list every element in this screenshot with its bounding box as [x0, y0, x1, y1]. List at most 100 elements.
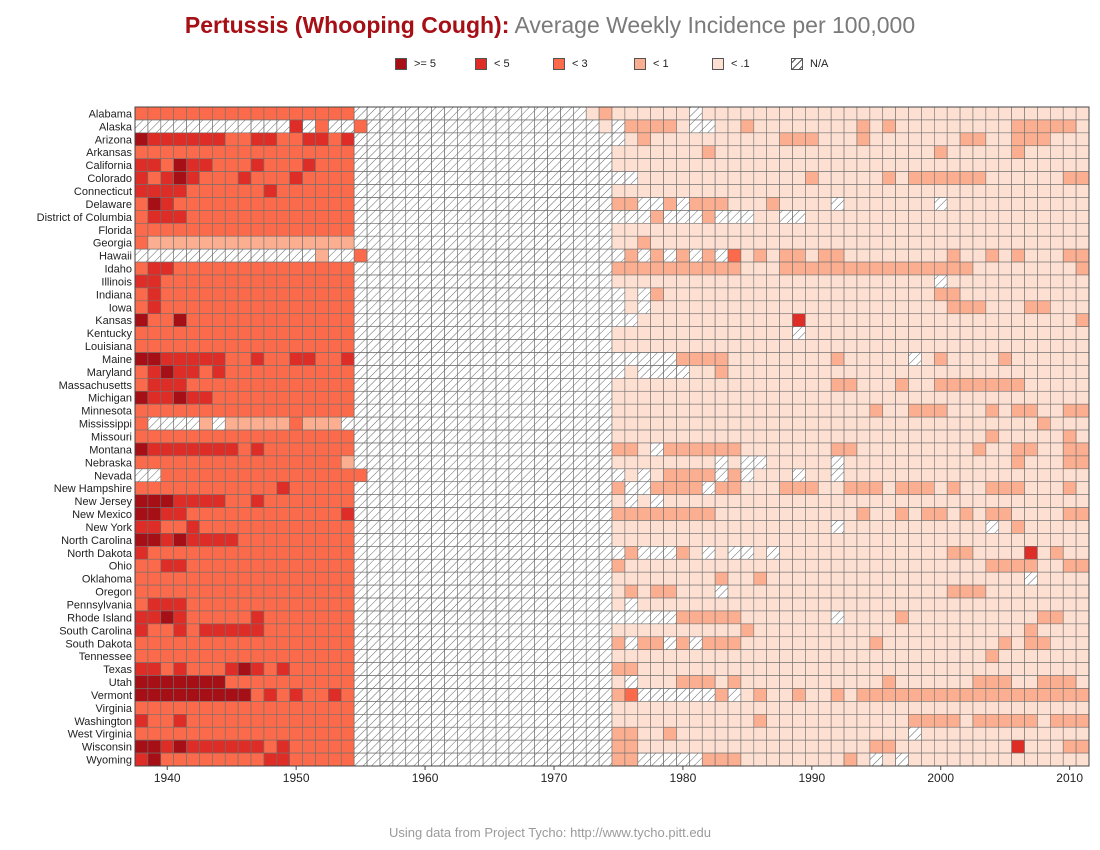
heatmap-cell — [469, 520, 484, 534]
heatmap-cell — [908, 274, 922, 289]
heatmap-cell — [650, 132, 664, 147]
heatmap-cell — [199, 701, 213, 715]
heatmap-cell — [1011, 416, 1025, 431]
heatmap-cell — [766, 442, 780, 457]
heatmap-cell — [147, 623, 162, 638]
heatmap-cell — [624, 662, 639, 676]
heatmap-cell — [199, 326, 213, 340]
heatmap-cell — [869, 403, 884, 418]
heatmap-cell — [792, 675, 806, 689]
heatmap-cell — [405, 649, 419, 663]
heatmap-cell — [817, 752, 832, 767]
heatmap-cell — [134, 507, 149, 521]
heatmap-cell — [212, 365, 226, 379]
heatmap-cell — [392, 571, 407, 586]
heatmap-cell — [1037, 701, 1051, 715]
heatmap-cell — [676, 675, 690, 689]
heatmap-cell — [830, 390, 845, 405]
heatmap-cell — [469, 701, 484, 715]
heatmap-cell — [237, 352, 252, 366]
heatmap-cell — [405, 222, 419, 237]
heatmap-cell — [1075, 248, 1090, 263]
heatmap-cell — [328, 365, 342, 379]
heatmap-cell — [1050, 455, 1064, 470]
heatmap-cell — [650, 752, 664, 767]
legend-label: >= 5 — [414, 58, 437, 70]
heatmap-cell — [830, 300, 845, 315]
heatmap-cell — [160, 274, 174, 289]
heatmap-cell — [444, 171, 458, 185]
heatmap-cell — [882, 675, 896, 689]
heatmap-cell — [289, 610, 303, 625]
heatmap-cell — [547, 662, 561, 676]
heatmap-cell — [418, 274, 432, 289]
heatmap-cell — [676, 145, 690, 159]
heatmap-cell — [753, 222, 767, 237]
heatmap-cell — [1011, 507, 1025, 521]
heatmap-cell — [1050, 623, 1064, 638]
heatmap-cell — [843, 701, 858, 715]
heatmap-cell — [173, 326, 187, 340]
heatmap-cell — [224, 520, 239, 534]
heatmap-cell — [379, 520, 394, 534]
heatmap-cell — [508, 507, 523, 521]
heatmap-cell — [882, 701, 896, 715]
heatmap-cell — [289, 248, 303, 263]
heatmap-cell — [676, 701, 690, 715]
heatmap-cell — [547, 287, 561, 302]
heatmap-cell — [753, 390, 767, 405]
heatmap-cell — [418, 235, 432, 250]
heatmap-cell — [392, 132, 407, 147]
heatmap-cell — [315, 119, 329, 134]
heatmap-cell — [727, 597, 742, 612]
heatmap-cell — [199, 171, 213, 185]
heatmap-cell — [933, 145, 948, 159]
heatmap-cell — [624, 494, 639, 508]
heatmap-cell — [972, 313, 987, 327]
heatmap-cell — [766, 378, 780, 392]
heatmap-cell — [237, 701, 252, 715]
heatmap-cell — [482, 468, 497, 483]
heatmap-cell — [792, 326, 806, 340]
heatmap-cell — [469, 132, 484, 147]
heatmap-cell — [779, 520, 793, 534]
heatmap-cell — [521, 558, 535, 573]
heatmap-cell — [624, 158, 639, 172]
heatmap-cell — [946, 106, 961, 121]
x-tick-label: 2000 — [927, 771, 954, 785]
heatmap-cell — [469, 222, 484, 237]
heatmap-cell — [1050, 416, 1064, 431]
heatmap-cell — [444, 739, 458, 754]
heatmap-cell — [985, 533, 1000, 547]
heatmap-cell — [843, 662, 858, 676]
heatmap-cell — [224, 416, 239, 431]
heatmap-cell — [276, 119, 290, 134]
heatmap-cell — [959, 171, 974, 185]
heatmap-cell — [830, 739, 845, 754]
heatmap-cell — [792, 584, 806, 599]
heatmap-cell — [805, 274, 819, 289]
heatmap-cell — [444, 494, 458, 508]
heatmap-cell — [250, 701, 265, 715]
state-label: Oregon — [95, 587, 132, 599]
heatmap-cell — [946, 623, 961, 638]
heatmap-cell — [147, 662, 162, 676]
heatmap-cell — [237, 520, 252, 534]
heatmap-cell — [495, 184, 510, 198]
heatmap-cell — [805, 636, 819, 651]
heatmap-cell — [1024, 339, 1038, 353]
heatmap-cell — [805, 468, 819, 483]
heatmap-cell — [573, 533, 587, 547]
heatmap-cell — [160, 339, 174, 353]
heatmap-cell — [882, 248, 896, 263]
heatmap-cell — [521, 546, 535, 560]
heatmap-cell — [921, 429, 935, 444]
heatmap-cell — [637, 610, 651, 625]
heatmap-cell — [547, 274, 561, 289]
heatmap-cell — [985, 210, 1000, 224]
heatmap-cell — [792, 261, 806, 276]
heatmap-cell — [624, 365, 639, 379]
heatmap-cell — [495, 416, 510, 431]
heatmap-cell — [250, 726, 265, 741]
heatmap-cell — [869, 132, 884, 147]
